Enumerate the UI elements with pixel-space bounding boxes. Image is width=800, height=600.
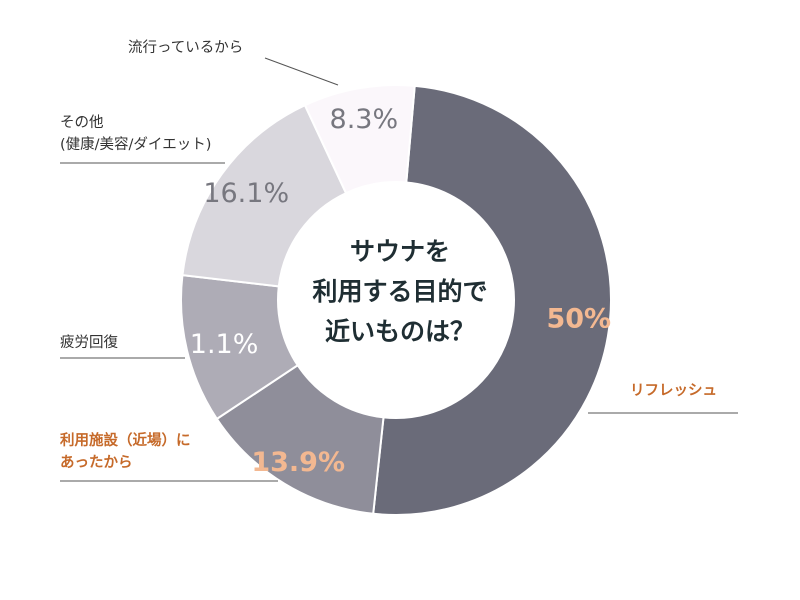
slice-value-label-4: 16.1%	[203, 178, 289, 209]
chart-title: サウナを 利用する目的で 近いものは？	[270, 232, 530, 352]
slice-category-label-5: 流行っているから	[128, 40, 244, 56]
slice-category-label-3: 疲労回復	[60, 335, 118, 351]
slice-category-label-4: その他 (健康/美容/ダイエット)	[60, 115, 212, 153]
slice-value-label-1: 50%	[546, 304, 611, 335]
slice-value-label-5: 8.3%	[330, 104, 399, 135]
donut-hole	[278, 182, 514, 418]
slice-value-label-3: 11.1%	[173, 329, 259, 360]
chart-title-line-1: サウナを	[349, 237, 450, 266]
chart-title-line-3: 近いものは？	[324, 317, 475, 346]
slice-category-label-1: リフレッシュ	[630, 383, 717, 399]
slice-value-label-2: 13.9%	[251, 447, 345, 478]
callout-line-5	[264, 57, 339, 86]
chart-title-line-2: 利用する目的で	[312, 277, 488, 306]
slice-category-label-2: 利用施設（近場）に あったから	[60, 433, 191, 471]
